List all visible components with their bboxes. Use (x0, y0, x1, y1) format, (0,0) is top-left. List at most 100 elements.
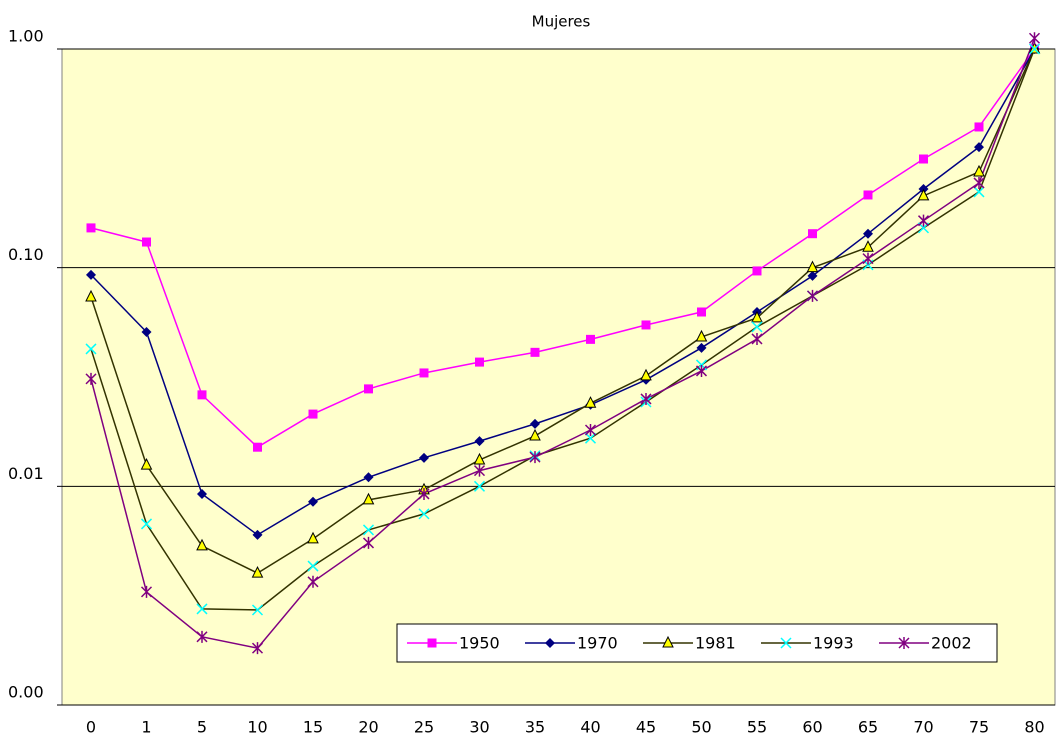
x-tick-label: 10 (247, 718, 267, 737)
marker (586, 334, 595, 344)
x-tick-label: 50 (691, 718, 711, 737)
marker (418, 487, 430, 500)
marker (862, 252, 874, 265)
marker (917, 188, 930, 201)
x-tick-label: 0 (86, 718, 96, 737)
marker (751, 321, 763, 333)
legend-label: 2002 (931, 634, 972, 653)
marker (197, 488, 207, 499)
marker (252, 529, 263, 540)
marker (917, 214, 930, 227)
plot-area (61, 48, 1056, 706)
marker (545, 638, 555, 648)
marker (695, 329, 708, 342)
marker (806, 289, 819, 302)
marker (142, 237, 151, 247)
y-tick-label: 0.00 (8, 683, 44, 702)
marker (141, 326, 152, 337)
marker (140, 585, 153, 598)
marker (974, 142, 984, 153)
marker (251, 604, 264, 616)
y-tick-label: 0.10 (8, 245, 44, 264)
marker (862, 240, 874, 252)
x-tick-label: 65 (858, 718, 878, 737)
series-line (90, 48, 1036, 536)
marker (696, 342, 707, 353)
marker (473, 480, 486, 492)
x-tick-label: 35 (525, 718, 545, 737)
x-tick-label: 80 (1024, 718, 1044, 737)
marker (419, 368, 429, 378)
marker (863, 228, 873, 239)
marker (584, 396, 597, 408)
marker (807, 270, 818, 281)
marker (196, 538, 208, 551)
marker (85, 289, 97, 302)
marker (307, 531, 319, 544)
marker (752, 266, 762, 276)
marker (751, 332, 763, 345)
marker (418, 508, 430, 520)
series-line (90, 37, 1036, 649)
marker (1028, 32, 1041, 45)
marker (251, 642, 264, 655)
x-tick-label: 20 (358, 718, 378, 737)
legend-label: 1950 (459, 634, 500, 653)
marker (419, 452, 429, 463)
marker (364, 384, 373, 394)
marker (197, 390, 207, 400)
marker (898, 637, 910, 649)
marker (140, 518, 153, 530)
x-tick-label: 30 (469, 718, 489, 737)
marker (308, 496, 318, 507)
marker (362, 536, 375, 549)
marker (529, 428, 541, 441)
marker (308, 409, 318, 419)
marker (806, 260, 819, 273)
marker (529, 451, 541, 464)
marker (973, 164, 985, 177)
marker (140, 458, 153, 470)
legend-label: 1993 (813, 634, 854, 653)
marker (474, 436, 485, 447)
marker (362, 492, 375, 505)
x-tick-label: 1 (141, 718, 151, 737)
series-line (90, 48, 1036, 611)
marker (196, 603, 208, 615)
marker (584, 432, 597, 444)
legend-label: 1970 (577, 634, 618, 653)
marker (473, 464, 486, 477)
marker (641, 320, 651, 330)
marker (196, 630, 208, 643)
marker (427, 638, 437, 648)
marker (919, 154, 928, 164)
marker (85, 343, 97, 355)
marker (695, 364, 708, 377)
marker (475, 357, 484, 367)
marker (640, 392, 652, 405)
marker (863, 190, 873, 200)
series-line (90, 48, 1036, 574)
x-tick-label: 40 (580, 718, 600, 737)
x-tick-label: 45 (636, 718, 656, 737)
marker (697, 307, 706, 317)
marker (362, 524, 375, 536)
x-tick-label: 55 (747, 718, 767, 737)
marker (85, 372, 97, 385)
marker (530, 347, 540, 357)
x-tick-label: 70 (913, 718, 933, 737)
x-tick-label: 60 (802, 718, 822, 737)
x-tick-label: 25 (414, 718, 434, 737)
marker (473, 452, 486, 465)
marker (973, 186, 985, 198)
marker (363, 472, 374, 483)
marker (780, 637, 792, 649)
marker (640, 368, 652, 381)
x-tick-label: 5 (197, 718, 207, 737)
marker (1028, 43, 1041, 55)
chart-title: Mujeres (532, 13, 591, 31)
marker (307, 575, 319, 588)
marker (530, 418, 540, 429)
marker (253, 442, 262, 452)
